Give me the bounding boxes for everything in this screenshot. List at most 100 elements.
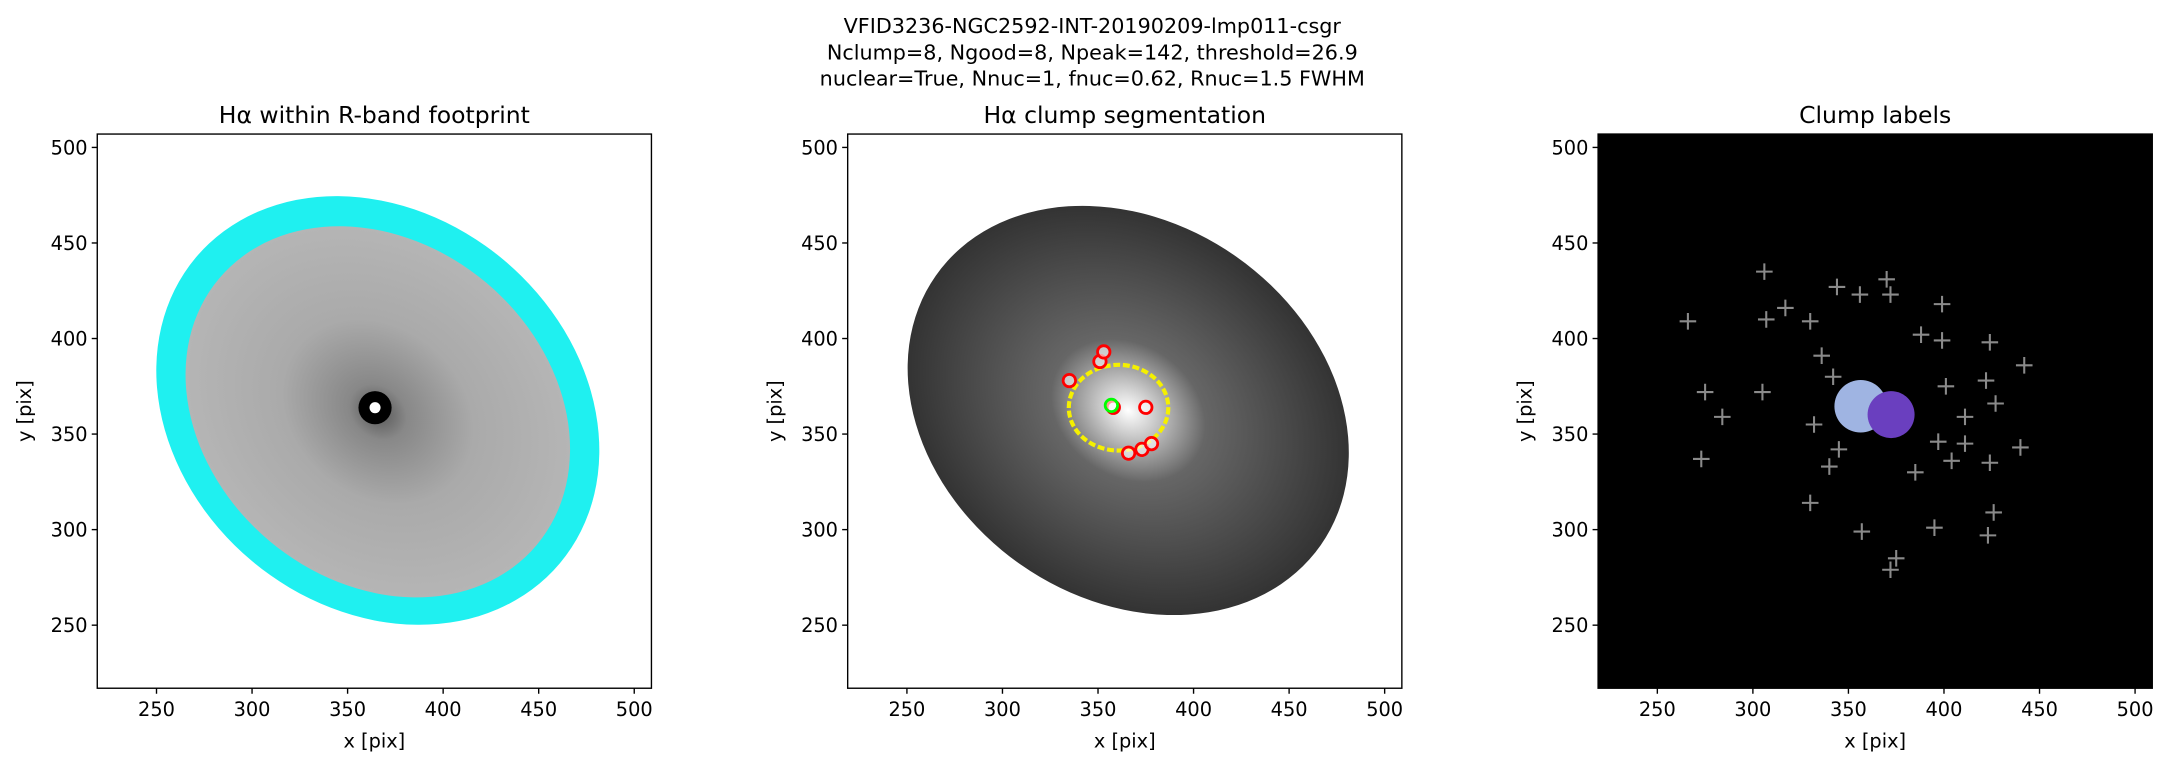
clump-marker	[1061, 372, 1077, 389]
x-tick-label: 450	[2021, 698, 2058, 721]
axes-frame	[846, 133, 1403, 689]
axes-title: Hα clump segmentation	[983, 101, 1266, 129]
x-axis-label: x [pix]	[1844, 730, 1906, 753]
peak-marker	[2012, 439, 2029, 456]
x-tick-label: 250	[888, 698, 925, 721]
x-tick-label: 450	[520, 698, 557, 721]
peak-marker	[1912, 326, 1930, 343]
clump-marker	[1103, 397, 1119, 414]
image-layer	[907, 205, 1349, 616]
peak-marker	[1907, 463, 1924, 481]
y-tick-label: 500	[51, 136, 88, 159]
nucleus-peak	[369, 402, 381, 414]
peak-marker	[1985, 504, 2002, 521]
y-tick-label: 250	[51, 614, 88, 637]
peak-marker	[1981, 334, 1999, 351]
peak-marker	[1882, 286, 1899, 303]
suptitle: Nclump=8, Ngood=8, Npeak=142, threshold=…	[827, 40, 1358, 64]
peak-marker	[1830, 441, 1848, 458]
peak-marker	[1979, 527, 1997, 544]
y-tick-label: 300	[801, 519, 838, 542]
peak-marker	[1878, 270, 1895, 288]
peak-marker	[1824, 368, 1842, 386]
x-axis-label: x [pix]	[343, 730, 405, 753]
image-layer	[156, 196, 600, 625]
clump-marker	[1120, 445, 1137, 461]
y-axis-label: y [pix]	[13, 380, 36, 442]
image-layer	[1679, 263, 2033, 579]
x-tick-label: 500	[616, 698, 653, 721]
y-tick-label: 400	[1552, 327, 1589, 350]
y-tick-label: 400	[51, 327, 88, 350]
axes-title: Clump labels	[1799, 101, 1951, 129]
x-tick-label: 450	[1271, 698, 1308, 721]
peak-marker	[1882, 561, 1899, 579]
y-tick-label: 450	[801, 232, 838, 255]
peak-marker	[1714, 408, 1731, 426]
halpha-image	[907, 205, 1349, 616]
clump-marker	[1143, 436, 1160, 452]
peak-marker	[1933, 295, 1951, 313]
x-axis-label: x [pix]	[1094, 730, 1156, 753]
peak-marker	[1981, 454, 1999, 472]
peak-marker	[1977, 372, 1995, 389]
x-tick-label: 400	[425, 698, 462, 721]
y-tick-label: 500	[1552, 136, 1589, 159]
y-tick-label: 450	[51, 232, 88, 255]
suptitle: VFID3236-NGC2592-INT-20190209-lmp011-csg…	[844, 14, 1342, 38]
peak-marker	[1887, 549, 1905, 567]
y-tick-label: 400	[801, 327, 838, 350]
peak-marker	[1696, 383, 1714, 401]
y-tick-label: 300	[51, 519, 88, 542]
x-tick-label: 300	[984, 698, 1021, 721]
peak-marker	[1692, 450, 1710, 468]
peak-marker	[1956, 408, 1974, 426]
peak-marker	[2015, 356, 2033, 374]
peak-marker	[1679, 313, 1697, 330]
x-tick-label: 500	[1366, 698, 1403, 721]
peak-marker	[1987, 395, 2004, 412]
x-tick-label: 300	[1734, 698, 1771, 721]
clump-marker	[1096, 344, 1112, 360]
x-tick-label: 250	[138, 698, 175, 721]
y-tick-label: 300	[1552, 519, 1589, 542]
peak-marker	[1851, 286, 1869, 303]
peak-marker	[1757, 311, 1775, 328]
clump-label	[1867, 391, 1915, 439]
x-tick-label: 350	[1080, 698, 1117, 721]
peak-marker	[1805, 416, 1823, 433]
y-axis-label: y [pix]	[1514, 380, 1537, 442]
peak-marker	[1929, 433, 1947, 451]
x-tick-label: 400	[1926, 698, 1963, 721]
suptitle: nuclear=True, Nnuc=1, fnuc=0.62, Rnuc=1.…	[820, 67, 1365, 91]
peak-marker	[1813, 347, 1830, 365]
y-axis-label: y [pix]	[763, 380, 786, 442]
axes-frame	[1597, 133, 2153, 689]
y-tick-label: 450	[1552, 232, 1589, 255]
peak-marker	[1821, 458, 1838, 475]
clump-marker	[1138, 399, 1154, 415]
x-tick-label: 500	[2117, 698, 2154, 721]
peak-marker	[1754, 383, 1771, 401]
y-tick-label: 350	[51, 423, 88, 446]
axes-title: Hα within R-band footprint	[219, 101, 530, 129]
peak-marker	[1937, 378, 1955, 395]
peak-marker	[1777, 299, 1794, 317]
y-tick-label: 350	[801, 423, 838, 446]
x-tick-label: 400	[1175, 698, 1212, 721]
segment-contour	[1066, 362, 1171, 453]
peak-marker	[1853, 523, 1871, 540]
peak-marker	[1801, 494, 1819, 512]
x-tick-label: 250	[1639, 698, 1676, 721]
y-tick-label: 500	[801, 136, 838, 159]
x-tick-label: 350	[329, 698, 366, 721]
x-tick-label: 350	[1830, 698, 1867, 721]
peak-marker	[1933, 332, 1951, 349]
axes-frame	[96, 133, 653, 689]
peak-marker	[1943, 452, 1960, 470]
peak-marker	[1828, 278, 1846, 296]
peak-marker	[1801, 313, 1819, 330]
y-tick-label: 250	[801, 614, 838, 637]
peak-marker	[1756, 263, 1773, 280]
